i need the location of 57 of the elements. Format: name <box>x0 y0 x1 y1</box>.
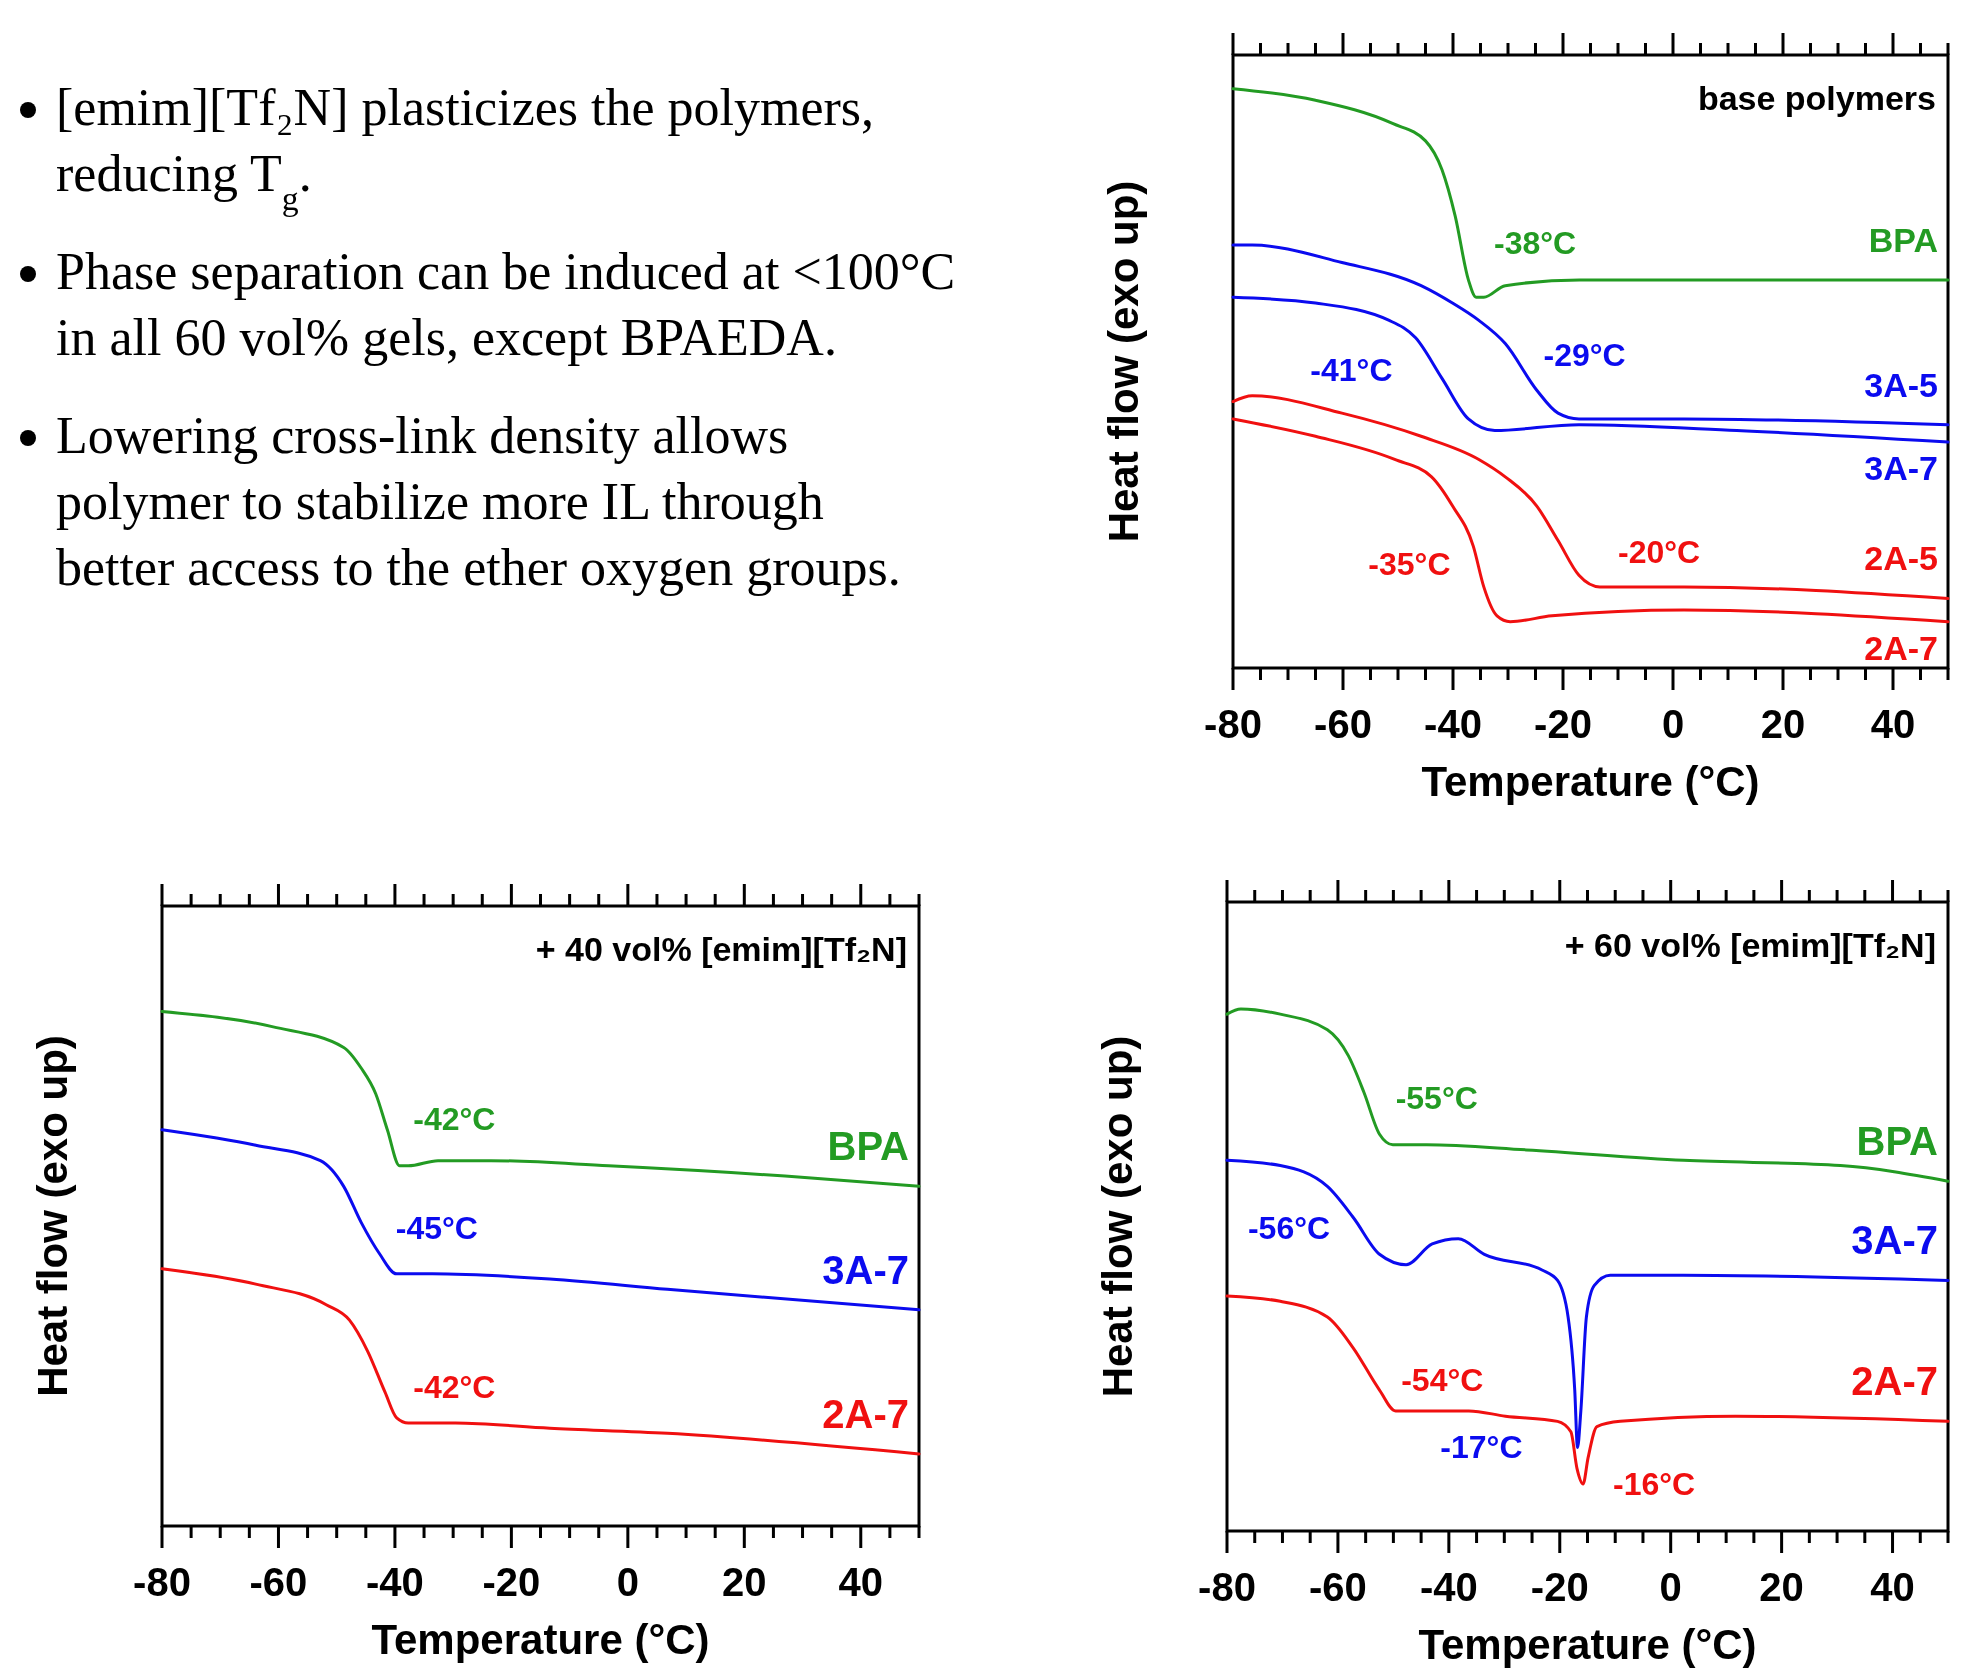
x-tick-label: -40 <box>1424 702 1482 746</box>
y-axis-title: Heat flow (exo up) <box>1094 1035 1141 1398</box>
series-label: 3A-7 <box>822 1247 909 1292</box>
x-tick-label: 0 <box>1661 702 1685 746</box>
series-label: BPA <box>1856 1119 1938 1164</box>
x-tick-label: 40 <box>838 1560 884 1604</box>
x-axis-title: Temperature (°C) <box>371 1616 710 1663</box>
x-tick-label: -20 <box>1530 1565 1589 1609</box>
annotation: -20°C <box>1618 534 1701 571</box>
x-tick-label: 0 <box>616 1560 639 1604</box>
y-axis-title: Heat flow (exo up) <box>1100 180 1147 543</box>
text: + 60 vol% [emim][Tf₂N] <box>1564 926 1936 964</box>
x-tick-label: 20 <box>1760 702 1806 746</box>
text: [emim][Tf₂N] plasticizes the polymers, reducing T$_{g}$. <box>56 79 875 217</box>
annotation: -29°C <box>1543 337 1626 374</box>
x-tick-label: -80 <box>1198 1565 1256 1609</box>
annotation: -17°C <box>1440 1429 1523 1466</box>
annotation: -41°C <box>1310 352 1393 389</box>
x-tick-label: 20 <box>1759 1565 1804 1609</box>
x-tick-label: -20 <box>482 1560 541 1604</box>
annotation: -16°C <box>1613 1466 1696 1503</box>
x-tick-label: -20 <box>1534 702 1592 746</box>
x-tick-label: -80 <box>133 1560 191 1604</box>
series-label: 2A-5 <box>1864 539 1938 578</box>
series-label: 2A-7 <box>1864 628 1938 667</box>
x-tick-label: -40 <box>1419 1565 1478 1609</box>
series-label: 3A-5 <box>1864 365 1938 404</box>
x-tick-label: -60 <box>249 1560 308 1604</box>
annotation: base polymers <box>1697 79 1936 117</box>
series-label: 3A-7 <box>1851 1218 1938 1263</box>
annotation: -45°C <box>395 1209 478 1246</box>
x-tick-label: -60 <box>1314 702 1372 746</box>
x-tick-label: -40 <box>366 1560 424 1604</box>
annotation: -35°C <box>1368 545 1451 582</box>
x-tick-label: 20 <box>722 1560 767 1604</box>
x-axis-title: Temperature (°C) <box>1418 1621 1757 1668</box>
x-tick-label: -80 <box>1204 702 1262 746</box>
x-tick-label: 40 <box>1870 702 1916 746</box>
text: Lowering cross-link density allows polymer to stabilize more IL through better access to the ether oxygen groups. <box>56 407 901 596</box>
annotation: -38°C <box>1494 224 1577 261</box>
annotation: -54°C <box>1401 1361 1484 1398</box>
series-label: 2A-7 <box>1851 1359 1938 1404</box>
annotation: -55°C <box>1395 1079 1478 1116</box>
x-axis-title: Temperature (°C) <box>1421 758 1760 805</box>
annotation: -42°C <box>413 1369 496 1406</box>
series-label: BPA <box>827 1124 909 1169</box>
x-tick-label: 40 <box>1870 1565 1915 1609</box>
series-label: 3A-7 <box>1864 449 1938 488</box>
annotation: -42°C <box>413 1101 496 1138</box>
series-label: BPA <box>1868 220 1938 259</box>
annotation: -56°C <box>1247 1210 1331 1247</box>
x-tick-label: -60 <box>1309 1565 1367 1609</box>
text: Phase separation can be induced at <100°C in all 60 vol% gels, except BPAEDA. <box>56 243 956 366</box>
series-label: 2A-7 <box>822 1391 909 1436</box>
y-axis-title: Heat flow (exo up) <box>29 1035 76 1397</box>
text: + 40 vol% [emim][Tf₂N] <box>535 930 907 968</box>
x-tick-label: 0 <box>1659 1565 1682 1609</box>
